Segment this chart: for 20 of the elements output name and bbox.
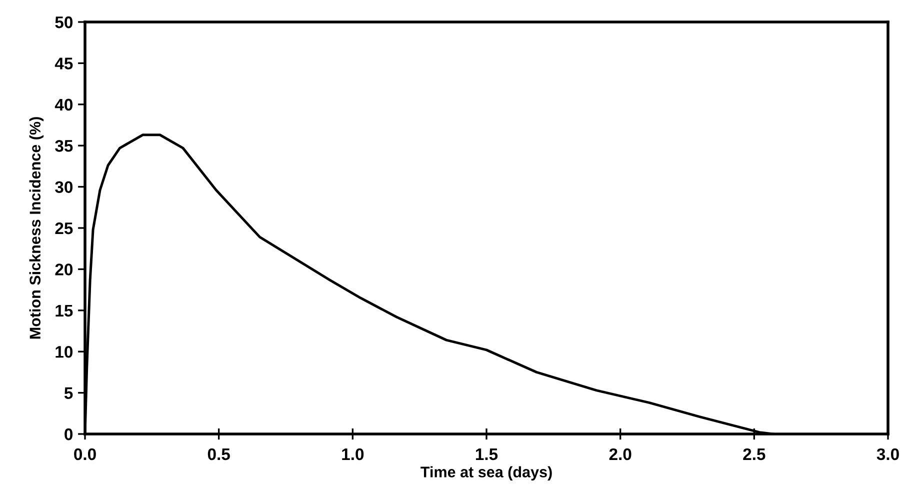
x-tick-label: 2.0 xyxy=(609,448,632,460)
y-tick-label: 40 xyxy=(54,98,73,111)
y-axis-title: Motion Sickness Incidence (%) xyxy=(29,117,44,339)
y-tick-label: 5 xyxy=(64,387,73,400)
x-tick-label: 0.5 xyxy=(208,448,230,460)
y-tick-label: 20 xyxy=(55,264,73,276)
x-axis-title: Time at sea (days) xyxy=(420,466,552,480)
y-tick-label: 45 xyxy=(54,58,73,70)
x-tick-label: 3.0 xyxy=(876,448,899,460)
x-tick-label: 1.5 xyxy=(476,448,498,460)
y-tick-label: 15 xyxy=(56,304,73,317)
y-tick-label: 50 xyxy=(55,16,73,28)
y-tick-label: 35 xyxy=(55,140,73,152)
x-tick-label: 1.0 xyxy=(342,448,364,460)
x-tick-label: 2.5 xyxy=(743,448,766,460)
y-tick-label: 25 xyxy=(55,222,73,234)
y-tick-label: 10 xyxy=(56,346,73,358)
x-tick-label: 0.0 xyxy=(74,448,96,460)
y-tick-label: 30 xyxy=(55,181,73,194)
y-tick-label: 0 xyxy=(64,428,73,440)
